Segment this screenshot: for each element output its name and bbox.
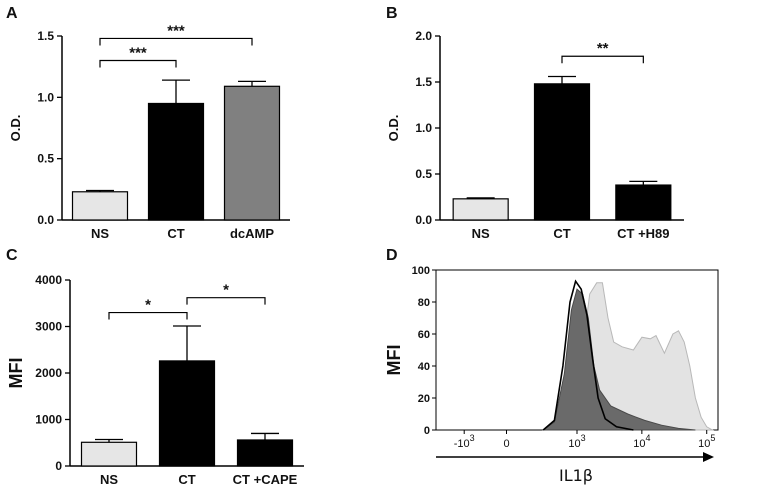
x-tick-base: 10 xyxy=(568,438,580,450)
x-tick-base: -10 xyxy=(454,438,470,450)
y-tick-label: 80 xyxy=(418,297,430,309)
significance-label: * xyxy=(223,282,229,299)
significance-bracket xyxy=(99,59,177,68)
panel-letter-a: A xyxy=(6,5,18,22)
panel-letter-d: D xyxy=(386,247,398,264)
y-axis-label: MFI xyxy=(384,345,404,376)
y-tick-label: 0 xyxy=(424,425,430,437)
y-tick-label: 0.5 xyxy=(415,167,432,181)
panel-b: B 0.0 0.5 1.0 1.5 2.0 O.D. NS CT CT +H89 ** xyxy=(386,5,684,241)
x-tick-label: 0 xyxy=(503,438,509,450)
significance-label: *** xyxy=(167,22,185,39)
y-tick-label: 2.0 xyxy=(415,29,432,43)
y-tick-label: 4000 xyxy=(35,273,62,287)
y-axis-label: O.D. xyxy=(386,115,401,142)
significance-label: * xyxy=(145,297,151,314)
x-category-label: CT xyxy=(553,226,570,241)
x-tick-label: -103 xyxy=(454,433,475,450)
y-tick-label: 1.0 xyxy=(37,90,54,104)
significance-bracket xyxy=(99,37,253,46)
y-tick-label: 20 xyxy=(418,393,430,405)
x-axis-arrow-head xyxy=(703,452,714,462)
y-tick-label: 2000 xyxy=(35,366,62,380)
x-category-label: NS xyxy=(472,226,490,241)
bar xyxy=(147,102,205,221)
x-category-label: NS xyxy=(91,226,109,241)
significance-label: *** xyxy=(129,45,147,62)
x-tick-base: 0 xyxy=(503,438,509,450)
x-tick-exponent: 3 xyxy=(470,433,475,443)
x-tick-exponent: 4 xyxy=(645,433,650,443)
bar xyxy=(452,198,509,221)
y-axis-label: MFI xyxy=(6,358,26,389)
bar xyxy=(80,441,138,467)
x-tick-label: 103 xyxy=(568,433,585,450)
bar xyxy=(533,83,591,221)
y-tick-label: 3000 xyxy=(35,320,62,334)
x-tick-label: 105 xyxy=(698,433,715,450)
x-category-label: CT +H89 xyxy=(617,226,669,241)
y-tick-label: 1.0 xyxy=(415,121,432,135)
x-category-label: CT +CAPE xyxy=(233,472,298,486)
panel-a: A 0.0 0.5 1.0 1.5 O.D. NS CT dcAMP *** *** xyxy=(6,5,290,241)
x-category-label: NS xyxy=(100,472,118,486)
significance-bracket xyxy=(108,311,188,320)
y-tick-label: 100 xyxy=(412,265,430,277)
bar xyxy=(71,191,129,221)
significance-bracket xyxy=(186,297,266,305)
histogram-outline xyxy=(542,279,634,431)
panel-letter-b: B xyxy=(386,5,398,22)
panel-c: C 0 1000 2000 3000 4000 MFI NS CT CT +CAPE * * xyxy=(6,247,304,486)
x-tick-base: 10 xyxy=(633,438,645,450)
y-tick-label: 0 xyxy=(55,459,62,473)
x-axis-label: IL1β xyxy=(559,466,593,485)
bar xyxy=(223,85,281,221)
x-tick-label: 104 xyxy=(633,433,650,450)
bar xyxy=(615,184,672,221)
y-tick-label: 40 xyxy=(418,361,430,373)
y-axis-label: O.D. xyxy=(8,115,23,142)
y-tick-label: 0.0 xyxy=(37,213,54,227)
bar xyxy=(236,439,294,467)
y-tick-label: 0.5 xyxy=(37,152,54,166)
x-tick-exponent: 3 xyxy=(581,433,586,443)
y-tick-label: 1.5 xyxy=(37,29,54,43)
x-tick-exponent: 5 xyxy=(710,433,715,443)
y-tick-label: 1000 xyxy=(35,413,62,427)
significance-bracket xyxy=(561,55,644,64)
y-tick-label: 60 xyxy=(418,329,430,341)
x-category-label: CT xyxy=(167,226,184,241)
bar xyxy=(158,360,216,467)
y-tick-label: 0.0 xyxy=(415,213,432,227)
x-category-label: CT xyxy=(178,472,195,486)
x-category-label: dcAMP xyxy=(230,226,274,241)
panel-letter-c: C xyxy=(6,247,18,264)
histogram-area xyxy=(541,288,696,431)
y-tick-label: 1.5 xyxy=(415,75,432,89)
significance-label: ** xyxy=(597,40,609,57)
x-tick-base: 10 xyxy=(698,438,710,450)
